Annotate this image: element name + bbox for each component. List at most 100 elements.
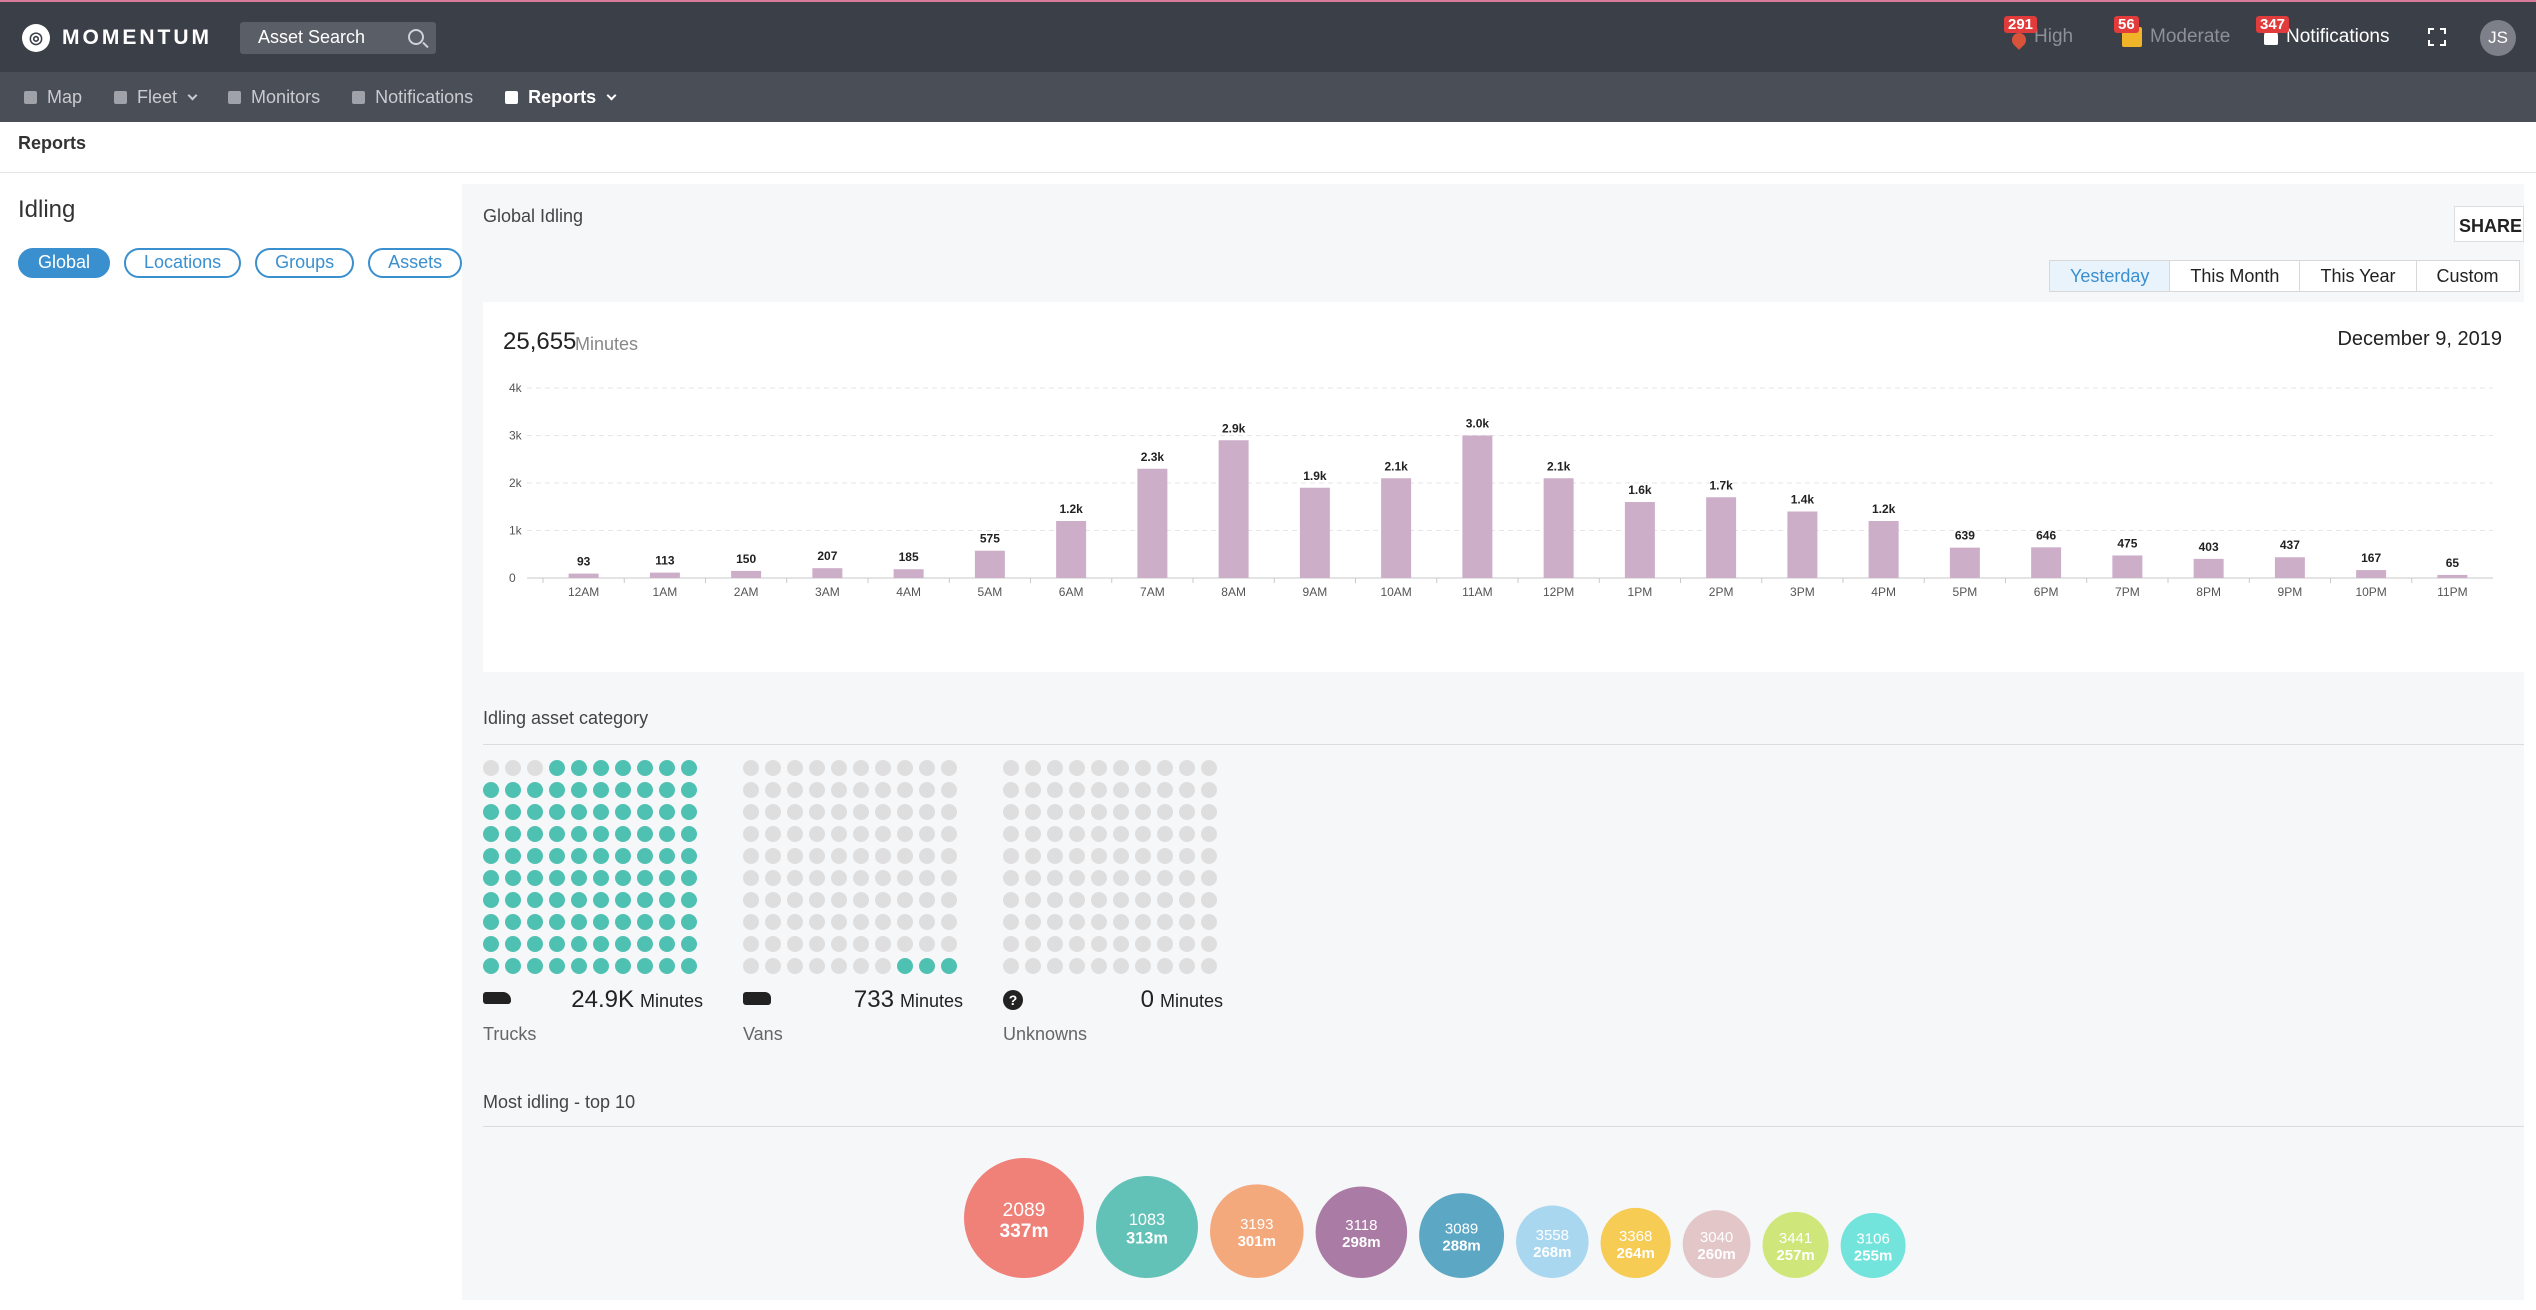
range-yesterday-button[interactable]: Yesterday [2050, 261, 2170, 291]
waffle-dot [1113, 782, 1129, 798]
waffle-dot [505, 760, 521, 776]
waffle-dot [549, 870, 565, 886]
bar[interactable] [2193, 558, 2224, 578]
waffle-dot [853, 826, 869, 842]
waffle-dot [483, 936, 499, 952]
waffle-dot [681, 914, 697, 930]
top10-bubble[interactable] [1762, 1211, 1829, 1278]
waffle-dot [1201, 870, 1217, 886]
nav-item-label: Reports [528, 86, 597, 107]
bar-data-label: 3.0k [1466, 417, 1490, 431]
top10-bubble[interactable] [964, 1158, 1084, 1278]
waffle-dot [1157, 914, 1173, 930]
bar[interactable] [1543, 478, 1574, 578]
waffle-dot [483, 782, 499, 798]
range-this-month-button[interactable]: This Month [2169, 261, 2300, 291]
bar[interactable] [1056, 521, 1087, 578]
date-range-selector: Yesterday This Month This Year Custom [2049, 260, 2520, 292]
filter-assets-button[interactable]: Assets [368, 248, 463, 278]
nav-item-monitors[interactable]: Monitors [228, 87, 320, 108]
bar[interactable] [1462, 435, 1493, 579]
waffle-dot [527, 760, 543, 776]
bar[interactable] [1137, 468, 1168, 578]
waffle-dot [681, 870, 697, 886]
waffle-dot [897, 936, 913, 952]
fullscreen-icon[interactable] [2427, 27, 2447, 47]
nav-item-notifications[interactable]: Notifications [352, 87, 473, 108]
filter-groups-button[interactable]: Groups [255, 248, 355, 278]
top10-bubble[interactable] [1600, 1207, 1671, 1278]
bar[interactable] [1381, 478, 1412, 578]
bar-data-label: 167 [2361, 551, 2381, 565]
waffle-dot [809, 826, 825, 842]
bar[interactable] [1868, 521, 1899, 578]
top10-bubble[interactable] [1209, 1184, 1304, 1278]
bar[interactable] [2031, 547, 2062, 578]
bar[interactable] [893, 569, 924, 578]
nav-item-label: Fleet [137, 86, 178, 107]
share-button[interactable]: SHARE [2454, 206, 2524, 242]
moderate-alerts-button[interactable]: 56 Moderate [2114, 16, 2230, 48]
bar[interactable] [1706, 497, 1737, 578]
chevron-down-icon [187, 90, 198, 100]
monitor-icon [228, 90, 242, 104]
avatar[interactable]: JS [2480, 20, 2516, 56]
waffle-dot [853, 958, 869, 974]
bar[interactable] [2112, 555, 2143, 578]
x-tick-label: 9PM [2278, 585, 2303, 599]
asset-search-input[interactable]: Asset Search [240, 22, 436, 54]
waffle-dot [831, 760, 847, 776]
waffle-dot [505, 914, 521, 930]
waffle-dot [875, 760, 891, 776]
bar[interactable] [1787, 511, 1818, 579]
bar[interactable] [2356, 570, 2387, 578]
filter-global-button[interactable]: Global [18, 248, 111, 278]
top10-bubble[interactable] [1840, 1213, 1906, 1278]
x-tick-label: 5AM [978, 585, 1003, 599]
hourly-idling-bar-chart: 0 1k 2k 3k 4k 93 12AM 113 1AM 150 2AM 207 3AM 185 4AM 5… [509, 381, 2493, 599]
bar[interactable] [1624, 502, 1655, 578]
notifications-button[interactable]: 347 Notifications [2256, 16, 2390, 48]
range-custom-button[interactable]: Custom [2415, 261, 2519, 291]
high-alerts-button[interactable]: 291 High [2004, 16, 2073, 50]
waffle-dot [765, 826, 781, 842]
app-logo[interactable]: ◎ MOMENTUM [22, 24, 212, 52]
bar[interactable] [2274, 557, 2305, 578]
x-tick-label: 1PM [1628, 585, 1653, 599]
waffle-dot [505, 958, 521, 974]
scope-filter: Global Locations Groups Assets [18, 248, 476, 278]
nav-item-reports[interactable]: Reports [505, 86, 617, 108]
waffle-dot [941, 892, 957, 908]
vans-waffle [743, 760, 957, 974]
bar[interactable] [1218, 440, 1249, 578]
waffle-dot [659, 826, 675, 842]
filter-locations-button[interactable]: Locations [124, 248, 242, 278]
bar-data-label: 1.4k [1791, 493, 1815, 507]
waffle-dot [505, 892, 521, 908]
range-this-year-button[interactable]: This Year [2299, 261, 2416, 291]
bar[interactable] [649, 572, 680, 578]
waffle-dot [853, 936, 869, 952]
waffle-dot [483, 760, 499, 776]
top10-bubble[interactable] [1315, 1186, 1408, 1278]
bar[interactable] [1299, 487, 1330, 578]
top10-bubble[interactable] [1096, 1176, 1198, 1278]
divider [483, 1126, 2524, 1127]
bar[interactable] [731, 570, 762, 578]
bar[interactable] [812, 568, 843, 578]
top10-bubble[interactable] [1516, 1205, 1589, 1278]
bar[interactable] [974, 550, 1005, 578]
waffle-dot [593, 826, 609, 842]
waffle-dot [853, 914, 869, 930]
bar[interactable] [2437, 574, 2468, 578]
breadcrumb: Reports [18, 133, 87, 153]
bar-data-label: 2.9k [1222, 421, 1246, 435]
bar[interactable] [1949, 547, 1980, 578]
search-icon[interactable] [408, 29, 424, 45]
nav-item-map[interactable]: Map [24, 87, 82, 108]
bar[interactable] [568, 573, 599, 578]
waffle-dot [1003, 870, 1019, 886]
nav-item-fleet[interactable]: Fleet [114, 86, 198, 108]
top10-bubble[interactable] [1419, 1193, 1505, 1278]
top10-bubble[interactable] [1682, 1210, 1751, 1279]
